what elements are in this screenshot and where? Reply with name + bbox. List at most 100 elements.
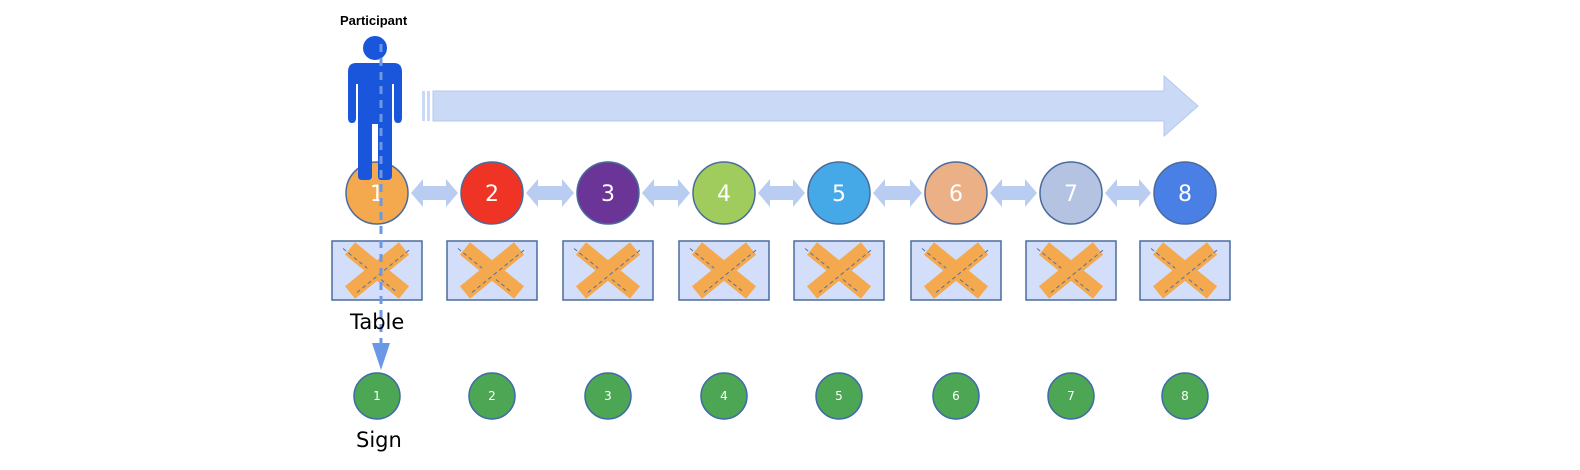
table-cross-stroke-3-2 [575,242,641,299]
table-6 [910,240,1002,301]
sign-circle-6 [932,372,980,420]
sign-label-3: 3 [604,389,612,403]
station-circle-6 [924,161,988,225]
table-cross-dash-1-1 [342,248,398,293]
table-4 [678,240,770,301]
sign-label-2: 2 [488,389,496,403]
station-connectors [411,179,1151,207]
table-rect-6 [910,240,1002,301]
table-cross-dash-5-1 [804,248,860,293]
sign-6: 6 [932,372,980,420]
sign-3: 3 [584,372,632,420]
table-cross-dash-1-2 [356,248,412,293]
station-circles: 1 2 3 4 5 6 7 8 [345,161,1217,225]
station-circle-3 [576,161,640,225]
sign-5: 5 [815,372,863,420]
table-cross-stroke-8-2 [1152,242,1218,299]
station-circle-2 [460,161,524,225]
participant-head [363,36,387,60]
flow-arrow-tick-2 [427,91,430,121]
station-circle-8 [1153,161,1217,225]
table-cross-stroke-1-2 [344,242,410,299]
participant-figure-icon [348,36,402,180]
station-8: 8 [1153,161,1217,225]
table-cross-dash-3-2 [587,248,643,293]
sign-8: 8 [1161,372,1209,420]
sign-label-7: 7 [1067,389,1075,403]
connector-arrow-6 [990,179,1037,207]
sign-circle-2 [468,372,516,420]
station-7: 7 [1039,161,1103,225]
sign-circle-4 [700,372,748,420]
station-circle-5 [807,161,871,225]
table-cross-dash-2-2 [471,248,527,293]
flow-arrow-tick-1 [422,91,425,121]
table-cross-dash-3-1 [573,248,629,293]
sign-circle-8 [1161,372,1209,420]
table-7 [1025,240,1117,301]
station-label-3: 3 [601,182,615,207]
table-cross-dash-5-2 [818,248,874,293]
station-tables [331,240,1231,301]
table-cross-dash-8-1 [1150,248,1206,293]
participant-path [372,44,390,370]
sign-4: 4 [700,372,748,420]
table-cross-dash-4-1 [689,248,745,293]
table-cross-dash-6-2 [935,248,991,293]
participant-path-arrowhead [372,343,390,370]
station-label-7: 7 [1064,182,1078,207]
table-8 [1139,240,1231,301]
sign-circle-7 [1047,372,1095,420]
connector-arrow-4 [758,179,805,207]
table-1 [331,240,423,301]
table-cross-dash-6-1 [921,248,977,293]
flow-arrow [422,74,1199,138]
table-5 [793,240,885,301]
station-label-2: 2 [485,182,499,207]
connector-arrow-5 [873,179,922,207]
table-cross-dash-7-2 [1050,248,1106,293]
table-cross-dash-2-1 [457,248,513,293]
sign-2: 2 [468,372,516,420]
connector-arrow-3 [642,179,690,207]
sign-1: 1 [353,372,401,420]
participant-label: Participant [340,13,408,28]
sign-caption: Sign [356,428,402,452]
table-cross-dash-8-2 [1164,248,1220,293]
connector-arrow-1 [411,179,458,207]
station-6: 6 [924,161,988,225]
sign-label-5: 5 [835,389,843,403]
table-cross-dash-4-2 [703,248,759,293]
participant-body [348,63,402,180]
sign-circles: 1 2 3 4 5 6 7 8 [353,372,1209,420]
table-caption: Table [349,310,404,334]
table-cross-stroke-2-2 [459,242,525,299]
sign-circle-5 [815,372,863,420]
table-cross-dash-7-1 [1036,248,1092,293]
sign-label-6: 6 [952,389,960,403]
station-1: 1 [345,161,409,225]
sign-label-8: 8 [1181,389,1189,403]
sign-label-4: 4 [720,389,728,403]
sign-7: 7 [1047,372,1095,420]
table-2 [446,240,538,301]
table-3 [562,240,654,301]
table-cross-stroke-6-2 [923,242,989,299]
sign-circle-3 [584,372,632,420]
station-4: 4 [692,161,756,225]
table-cross-stroke-4-2 [691,242,757,299]
connector-arrow-2 [526,179,574,207]
station-label-5: 5 [832,182,846,207]
station-circle-7 [1039,161,1103,225]
station-circle-4 [692,161,756,225]
station-label-8: 8 [1178,182,1192,207]
table-rect-7 [1025,240,1117,301]
flow-arrow-body [432,74,1199,138]
station-5: 5 [807,161,871,225]
station-label-6: 6 [949,182,963,207]
connector-arrow-7 [1105,179,1151,207]
table-cross-stroke-7-2 [1038,242,1104,299]
sign-label-1: 1 [373,389,381,403]
station-label-4: 4 [717,182,731,207]
